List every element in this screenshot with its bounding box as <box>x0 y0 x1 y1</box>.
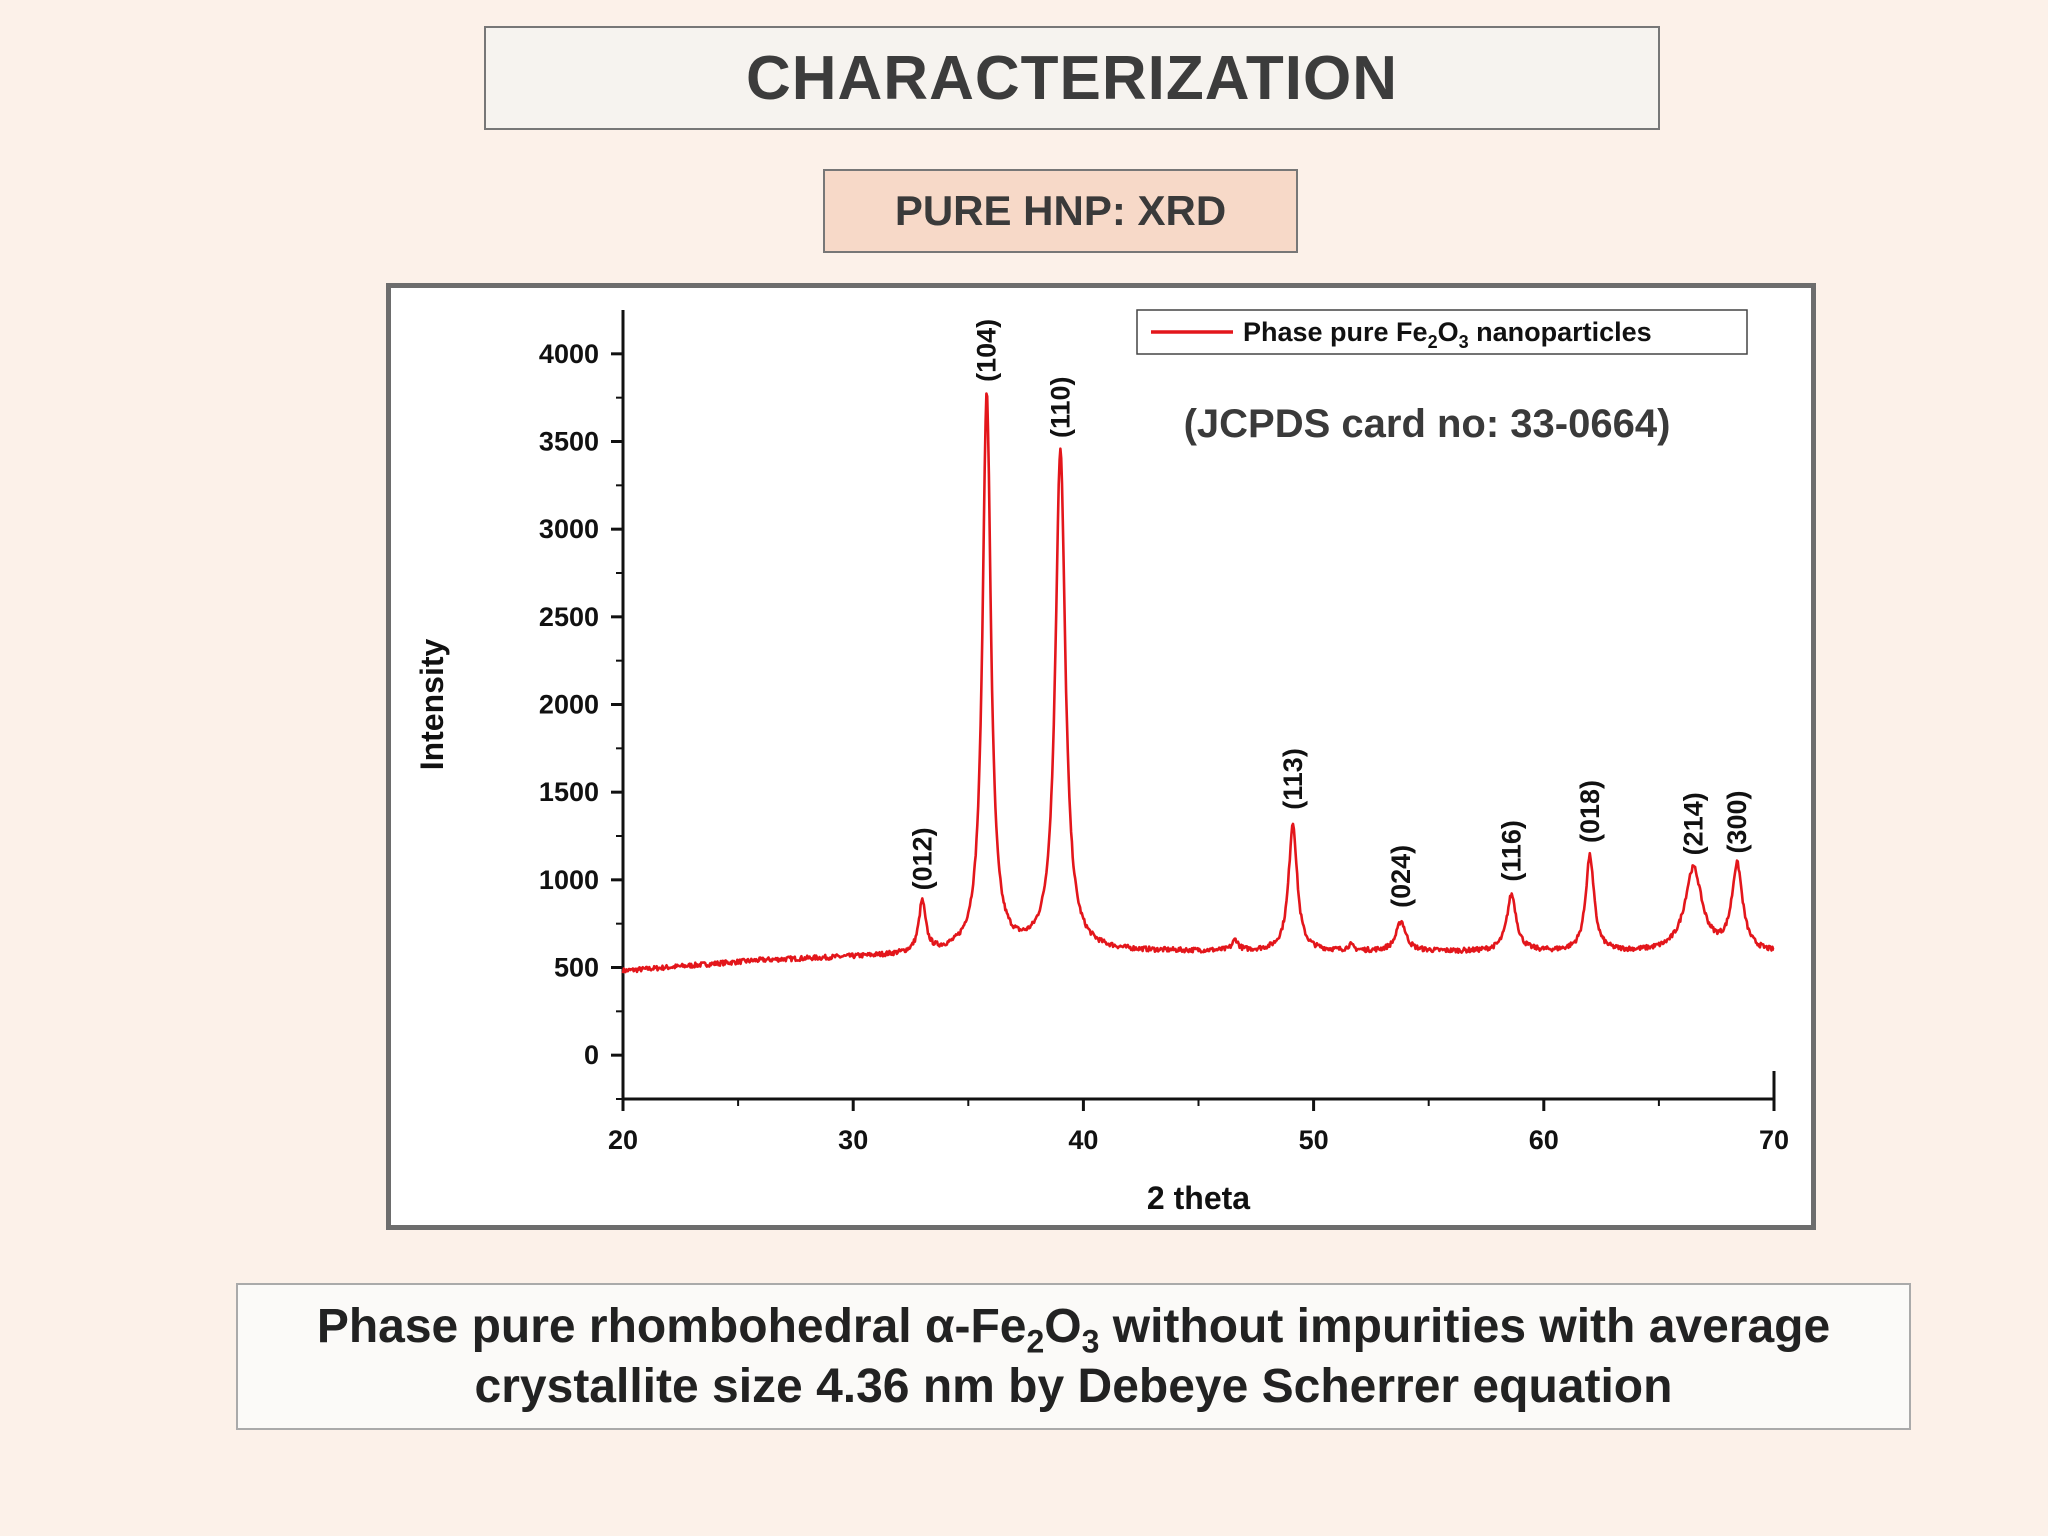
peak-label: (024) <box>1386 845 1416 908</box>
y-tick-label: 2500 <box>539 602 599 632</box>
y-tick-label: 2000 <box>539 690 599 720</box>
peak-label: (012) <box>907 827 937 890</box>
y-tick-label: 500 <box>554 953 599 983</box>
legend-box <box>1136 309 1748 355</box>
peak-label: (018) <box>1575 780 1605 843</box>
y-tick-label: 3000 <box>539 514 599 544</box>
slide-subtitle: PURE HNP: XRD <box>894 187 1227 234</box>
peak-label: (300) <box>1722 791 1752 854</box>
x-tick-label: 70 <box>1759 1125 1789 1155</box>
x-tick-label: 60 <box>1529 1125 1559 1155</box>
slide-title-box: CHARACTERIZATION <box>484 26 1660 130</box>
caption-line2: crystallite size 4.36 nm by Debeye Scher… <box>474 1359 1673 1413</box>
peak-label: (214) <box>1678 792 1708 855</box>
slide-title: CHARACTERIZATION <box>745 43 1398 113</box>
legend-label: Phase pure Fe2O3 nanoparticles <box>1243 317 1652 352</box>
caption-text: Phase pure rhombohedral α-Fe2O3 without … <box>317 1297 1830 1417</box>
peak-label: (116) <box>1497 820 1527 882</box>
caption-line1-a: Phase pure rhombohedral α-Fe <box>316 1299 1027 1353</box>
xrd-chart: 0 500 1000 1500 2000 2500 3000 3500 4000 20 30 40 50… <box>414 309 1789 1216</box>
slide-subtitle-box: PURE HNP: XRD <box>823 169 1298 253</box>
xrd-pattern-line <box>621 392 1775 974</box>
caption-line1-c: without impurities with average <box>1099 1299 1831 1353</box>
x-tick-label: 40 <box>1068 1125 1098 1155</box>
x-tick-label: 50 <box>1299 1125 1329 1155</box>
xrd-chart-frame: 0 500 1000 1500 2000 2500 3000 3500 4000 20 30 40 50… <box>386 283 1816 1230</box>
y-tick-label: 1500 <box>539 777 599 807</box>
caption-sub-3: 3 <box>1081 1323 1100 1360</box>
y-tick-label: 0 <box>584 1040 599 1070</box>
peak-label: (113) <box>1278 748 1308 810</box>
caption-box: Phase pure rhombohedral α-Fe2O3 without … <box>236 1283 1911 1430</box>
caption-line1-b: O <box>1044 1299 1082 1353</box>
jcpds-annotation: (JCPDS card no: 33-0664) <box>1184 402 1671 446</box>
x-tick-label: 20 <box>608 1125 638 1155</box>
x-axis-label: 2 theta <box>1147 1180 1250 1216</box>
y-axis-label: Intensity <box>414 639 450 771</box>
y-tick-label: 1000 <box>539 865 599 895</box>
caption-sub-2: 2 <box>1026 1323 1045 1360</box>
peak-label: (104) <box>972 319 1002 382</box>
peak-label: (110) <box>1045 376 1075 438</box>
y-tick-label: 3500 <box>539 427 599 457</box>
y-tick-label: 4000 <box>539 339 599 369</box>
legend: Phase pure Fe2O3 nanoparticles <box>1136 309 1748 355</box>
x-tick-label: 30 <box>838 1125 868 1155</box>
